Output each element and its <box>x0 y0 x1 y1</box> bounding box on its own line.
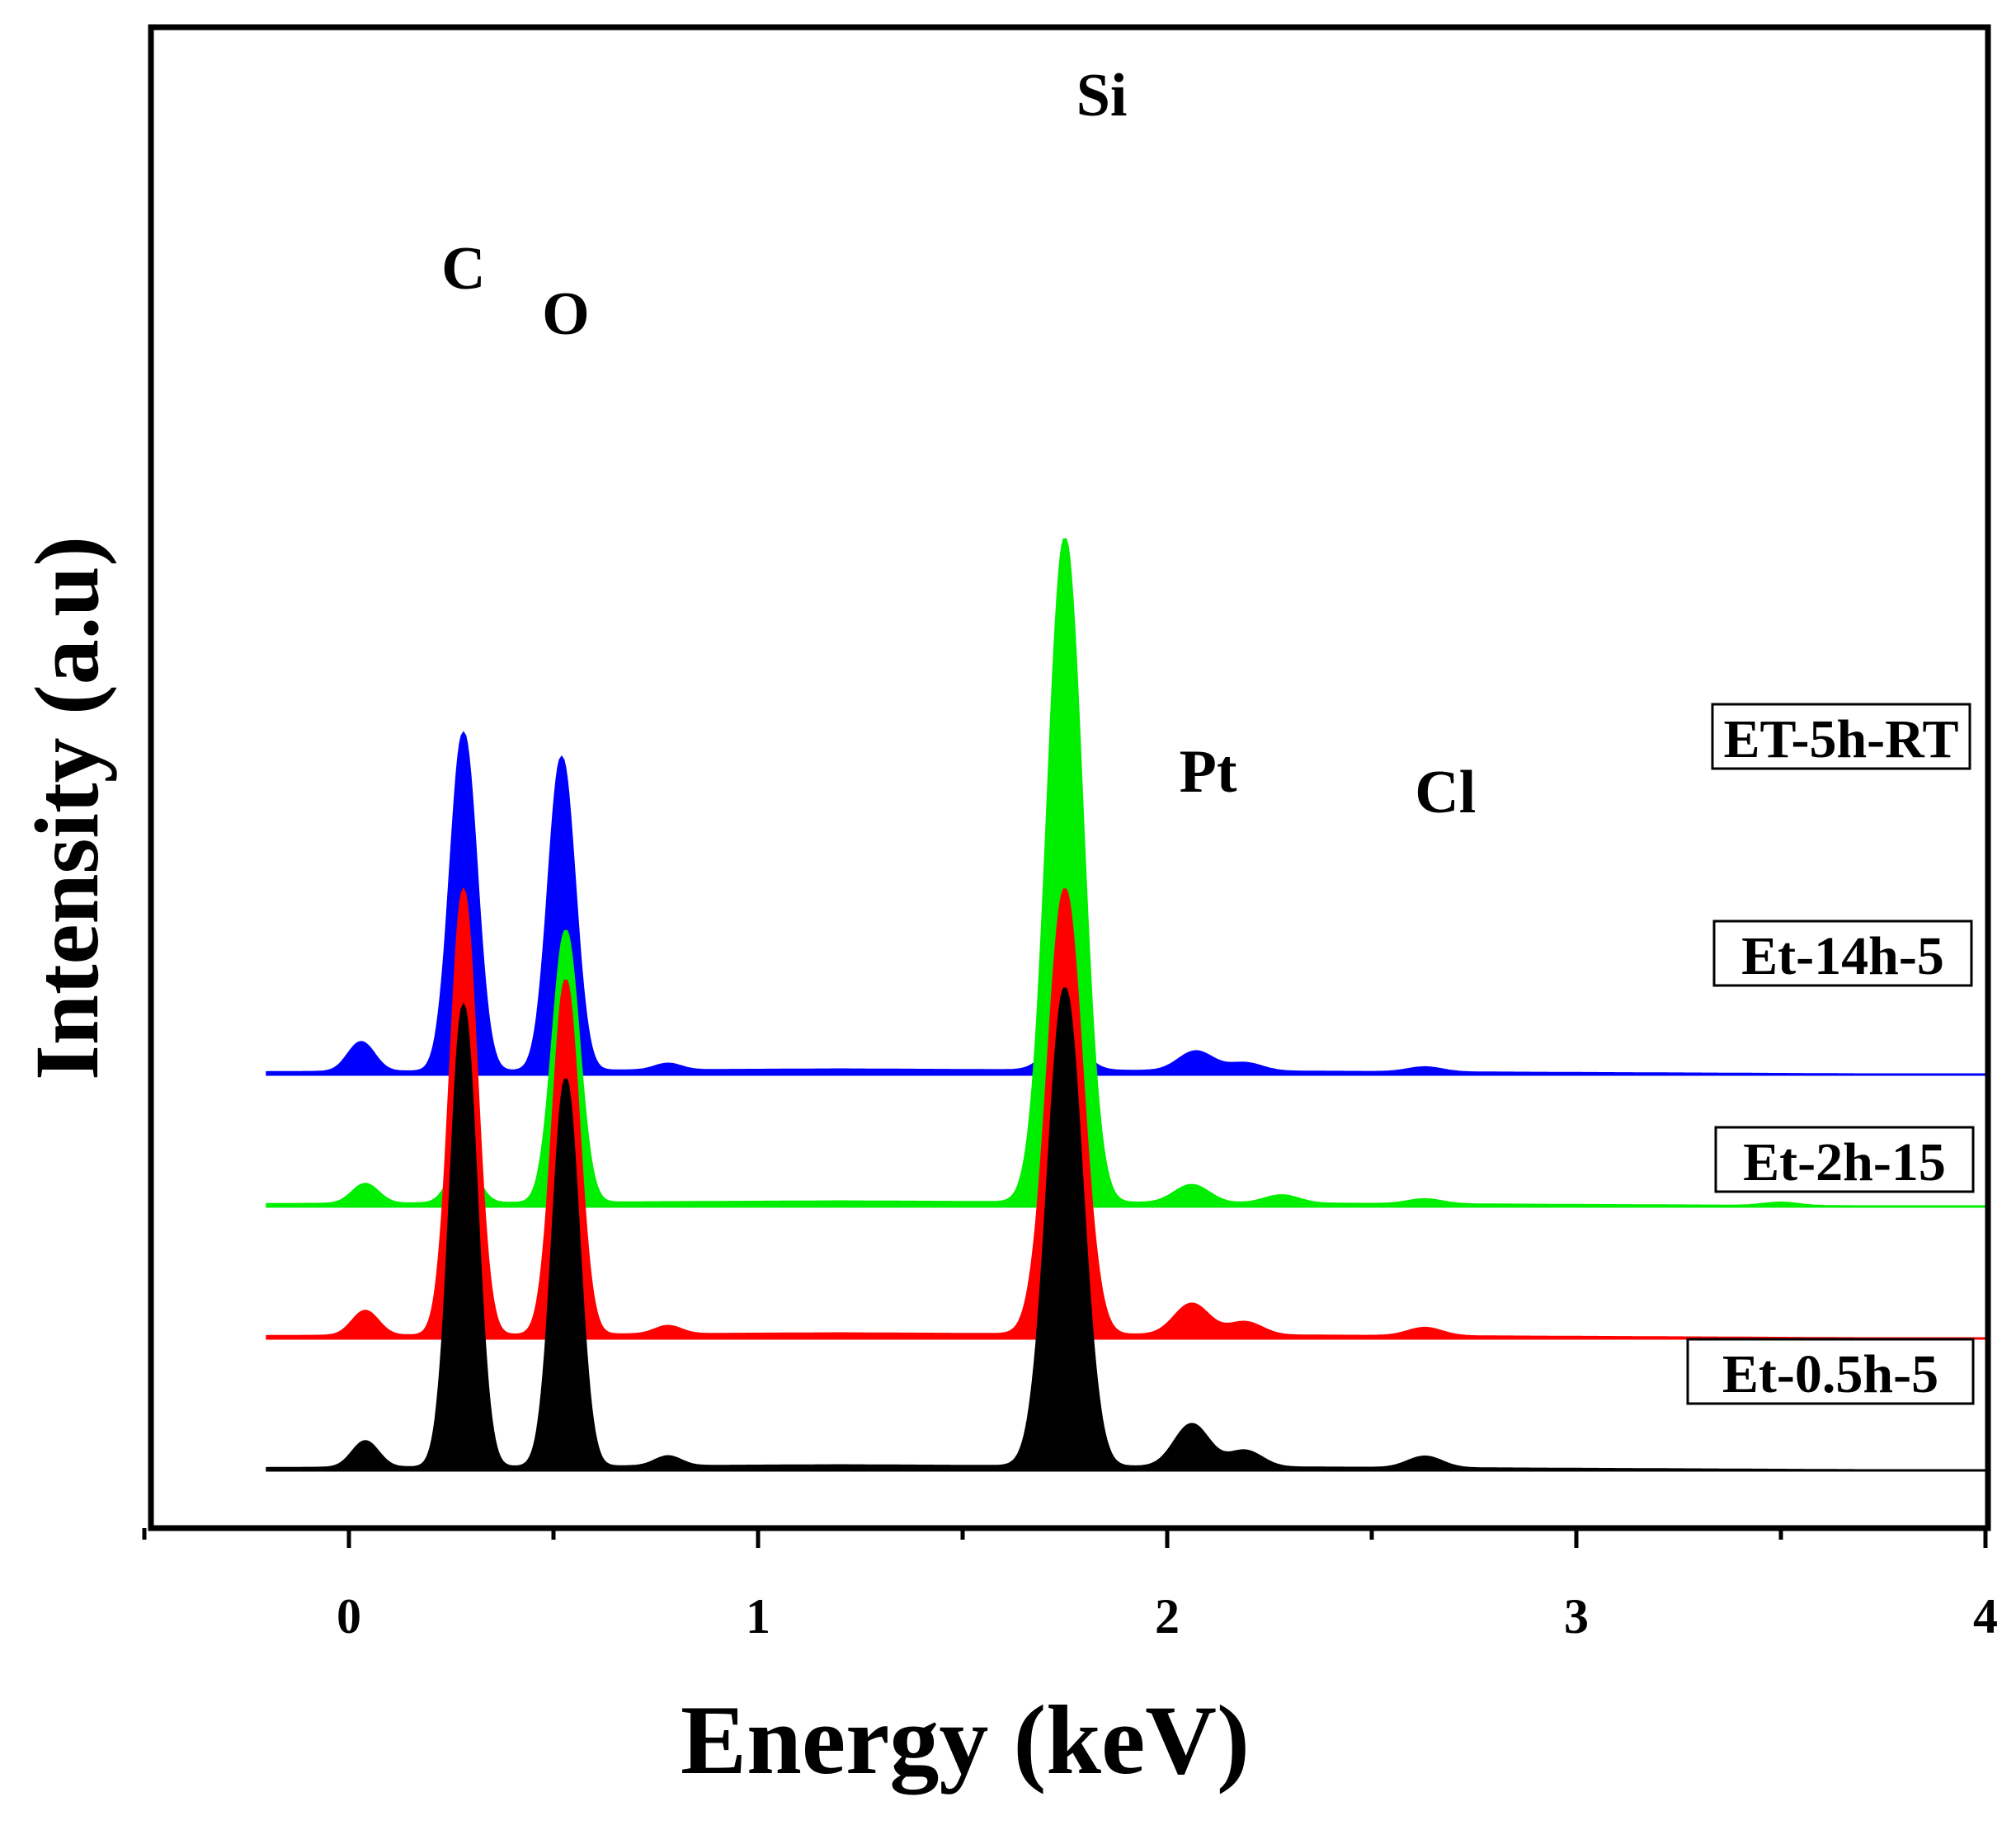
legend-item: Et-0.5h-5 <box>1686 1338 1975 1405</box>
legend-box <box>1714 1126 1975 1193</box>
legend-item: ET-5h-RT <box>1711 703 1971 770</box>
legend-box <box>1686 1338 1975 1405</box>
peak-label-c: C <box>441 235 485 303</box>
tick-layer: 0 1 2 3 4 <box>142 1528 1998 1644</box>
series-layer <box>266 538 1985 1472</box>
series-et-2h-15 <box>266 887 1985 1340</box>
y-axis-label: Intensity (a.u) <box>16 536 117 1080</box>
legend-item: Et-14h-5 <box>1712 920 1973 987</box>
peak-label-pt: Pt <box>1180 738 1237 806</box>
series-et-0.5h-5 <box>266 987 1985 1472</box>
legend-label: Et-2h-15 <box>1743 1132 1946 1192</box>
x-tick-label: 3 <box>1564 1589 1589 1644</box>
x-tick-label: 1 <box>746 1589 770 1644</box>
series-et-5h-rt <box>266 731 1985 1076</box>
peak-label-si: Si <box>1076 62 1128 129</box>
x-axis-label: Energy (keV) <box>681 1685 1250 1795</box>
annotation-layer: CO Si Pt Cl <box>441 62 1476 826</box>
x-tick-label: 0 <box>337 1589 361 1644</box>
series-et-14h-5 <box>266 538 1985 1208</box>
legend-box <box>1712 920 1973 987</box>
legend-label: ET-5h-RT <box>1723 709 1958 769</box>
legend-label: Et-0.5h-5 <box>1722 1344 1938 1404</box>
legend-box <box>1711 703 1971 770</box>
peak-label-o: O <box>542 280 590 348</box>
x-tick-label: 2 <box>1155 1589 1180 1644</box>
peak-label-cl: Cl <box>1415 759 1476 826</box>
plot-frame <box>148 24 1991 1531</box>
legend-item: Et-2h-15 <box>1714 1126 1975 1193</box>
legend-label: Et-14h-5 <box>1741 926 1944 986</box>
x-tick-label: 4 <box>1973 1589 1998 1644</box>
legend-layer: ET-5h-RT Et-14h-5 Et-2h-15 Et-0.5h-5 <box>1686 703 1975 1405</box>
